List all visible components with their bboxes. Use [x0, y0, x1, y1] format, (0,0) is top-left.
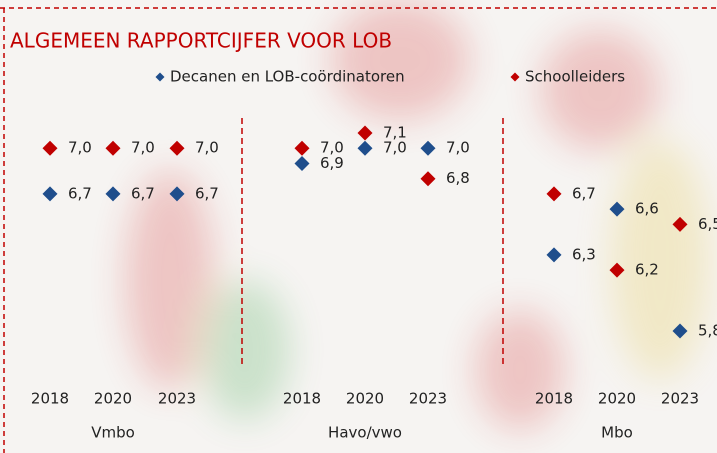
value-label: 7,0 — [68, 139, 92, 157]
x-tick-label: 2018 — [283, 390, 321, 408]
value-label: 6,7 — [195, 184, 219, 202]
value-label: 6,3 — [572, 245, 596, 263]
group-label: Havo/vwo — [328, 424, 402, 442]
group-label: Vmbo — [91, 424, 135, 442]
chart-title: ALGEMEEN RAPPORTCIJFER VOOR LOB — [10, 29, 392, 53]
legend-label: Schoolleiders — [525, 68, 625, 86]
chart: ALGEMEEN RAPPORTCIJFER VOOR LOB Decanen … — [0, 0, 717, 453]
value-label: 7,1 — [383, 124, 407, 142]
x-tick-label: 2023 — [158, 390, 196, 408]
x-tick-label: 2020 — [598, 390, 636, 408]
legend-label: Decanen en LOB-coördinatoren — [170, 68, 405, 86]
value-label: 5,8 — [698, 322, 717, 340]
value-label: 6,7 — [68, 184, 92, 202]
x-tick-label: 2023 — [661, 390, 699, 408]
x-tick-label: 2020 — [94, 390, 132, 408]
value-label: 7,0 — [320, 139, 344, 157]
value-label: 6,8 — [446, 169, 470, 187]
value-label: 6,6 — [635, 200, 659, 218]
value-label: 7,0 — [131, 139, 155, 157]
group-label: Mbo — [601, 424, 633, 442]
value-label: 7,0 — [446, 139, 470, 157]
x-tick-label: 2018 — [31, 390, 69, 408]
value-label: 6,7 — [131, 184, 155, 202]
value-label: 6,5 — [698, 215, 717, 233]
value-label: 6,2 — [635, 261, 659, 279]
x-tick-label: 2020 — [346, 390, 384, 408]
x-tick-label: 2018 — [535, 390, 573, 408]
x-tick-label: 2023 — [409, 390, 447, 408]
page: ALGEMEEN RAPPORTCIJFER VOOR LOB Decanen … — [0, 0, 717, 453]
value-label: 7,0 — [195, 139, 219, 157]
value-label: 6,7 — [572, 184, 596, 202]
